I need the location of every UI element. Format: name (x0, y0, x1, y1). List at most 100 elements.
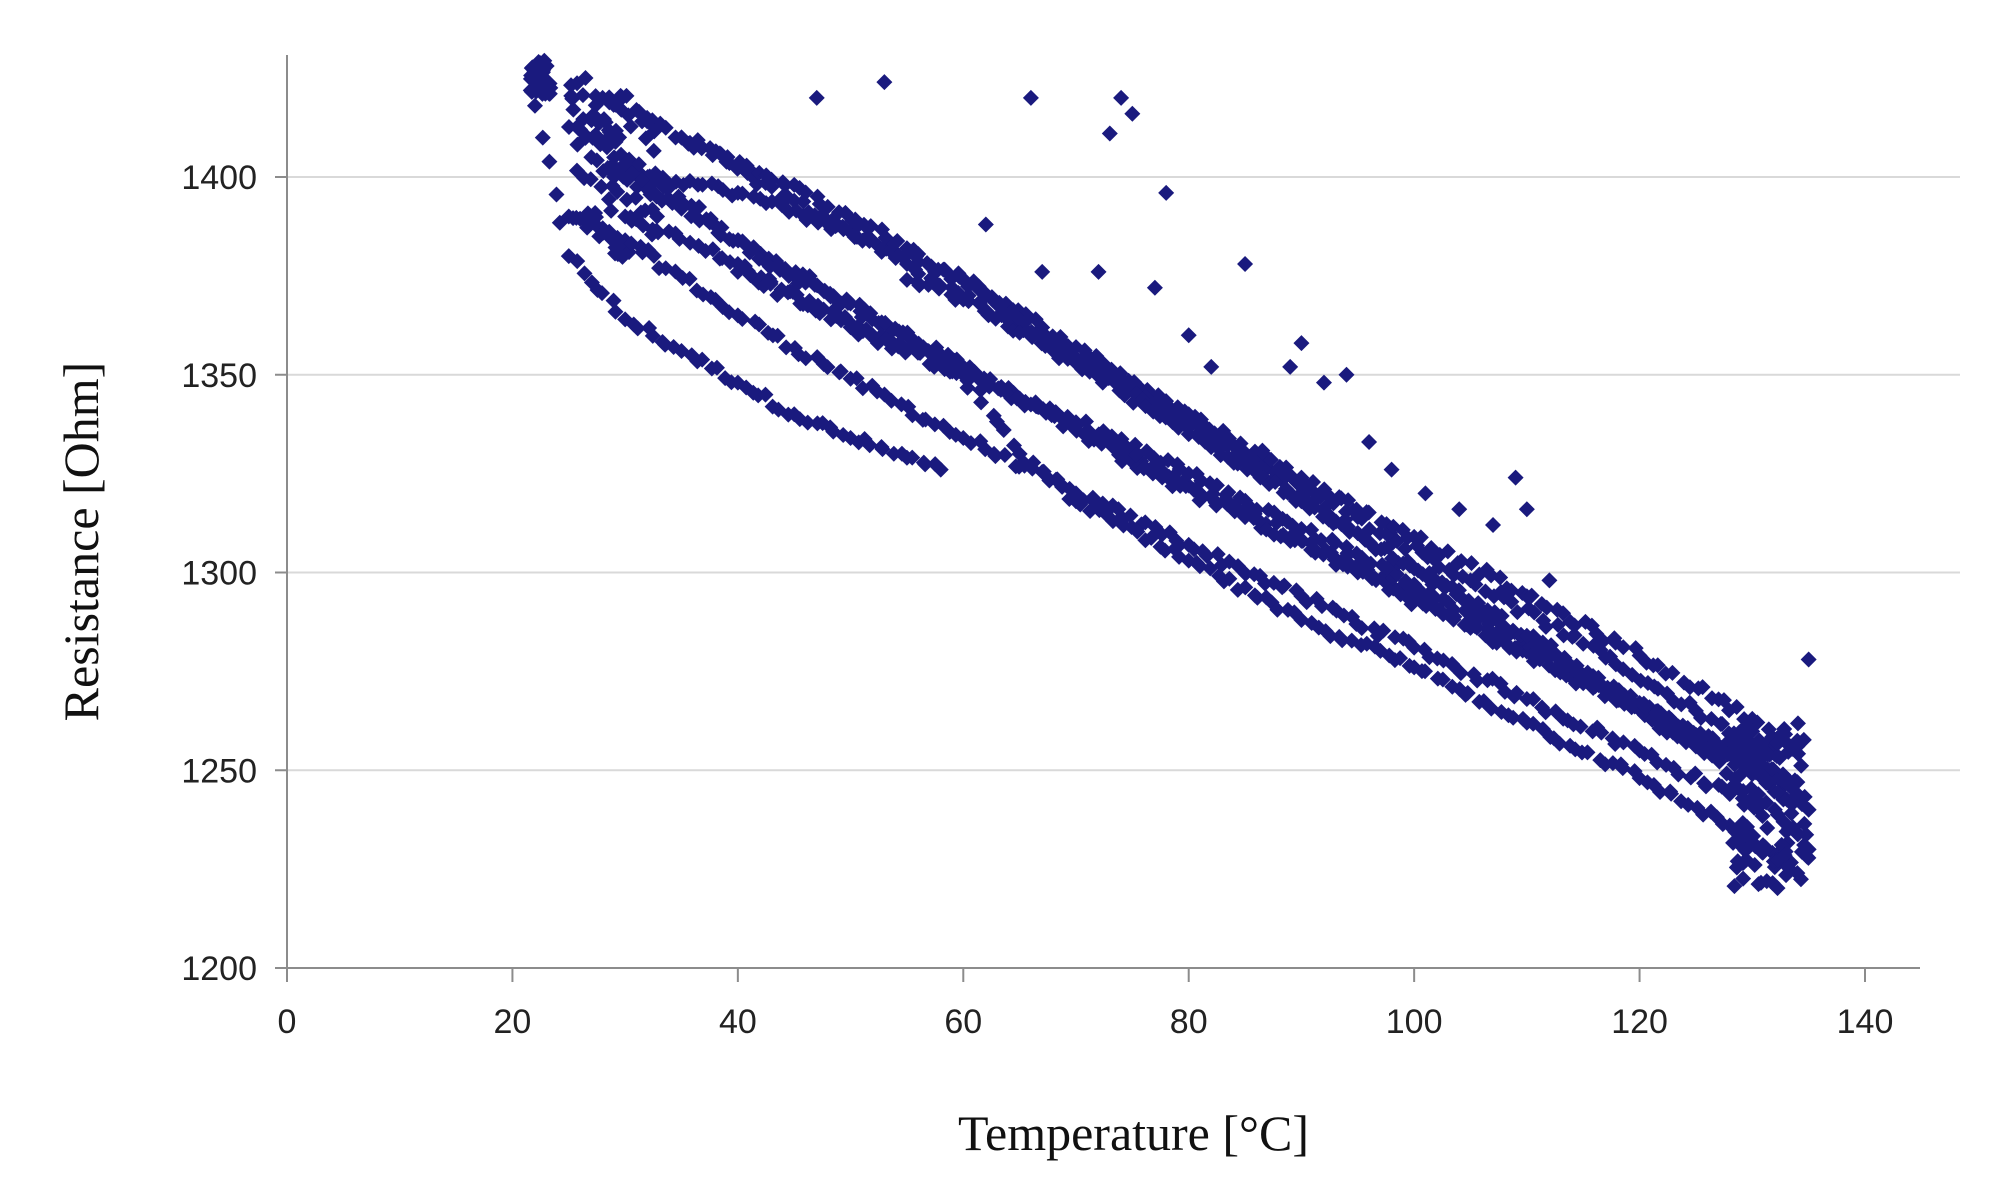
ticks: 1200 1250 1300 1350 1400 0 20 40 60 80 100 120 140 (181, 159, 1893, 1041)
data-point (1757, 839, 1774, 856)
data-point (560, 118, 577, 135)
data-point (1752, 756, 1769, 773)
data-point (1376, 540, 1393, 557)
data-point (977, 216, 994, 233)
data-point (1663, 785, 1680, 802)
data-point (1170, 419, 1187, 436)
data-point (799, 414, 816, 431)
data-point (595, 163, 612, 180)
data-point (569, 136, 586, 153)
data-point (1453, 553, 1470, 570)
data-point (694, 351, 711, 368)
data-point (832, 363, 849, 380)
data-point (541, 153, 558, 170)
x-tick-label: 80 (1170, 1003, 1208, 1041)
data-point (582, 216, 599, 233)
y-axis-title: Resistance [Ohm] (53, 362, 109, 722)
data-point (1740, 733, 1757, 750)
data-point (1054, 333, 1071, 350)
data-point (1508, 684, 1525, 701)
data-point (1334, 632, 1351, 649)
data-point (712, 227, 729, 244)
y-tick-label: 1200 (181, 950, 257, 988)
data-point (630, 156, 647, 173)
data-point (1417, 663, 1434, 680)
data-point (719, 149, 736, 166)
data-point (839, 294, 856, 311)
data-point (1789, 715, 1806, 732)
data-point (619, 170, 636, 187)
data-point (1438, 577, 1455, 594)
data-point (1526, 604, 1543, 621)
data-point (1445, 601, 1462, 618)
data-point (885, 445, 902, 462)
data-point (1758, 775, 1775, 792)
data-point (1503, 582, 1520, 599)
data-point (1503, 593, 1520, 610)
data-point (1525, 691, 1542, 708)
data-point (1203, 358, 1220, 375)
data-point (1198, 547, 1215, 564)
data-point (987, 448, 1004, 465)
data-point (1237, 256, 1254, 273)
data-point (1593, 724, 1610, 741)
data-point (568, 162, 585, 179)
data-point (627, 189, 644, 206)
data-point (1090, 263, 1107, 280)
data-point (634, 244, 651, 261)
data-point (1158, 184, 1175, 201)
data-point (704, 241, 721, 258)
data-point (601, 89, 618, 106)
y-tick-label: 1400 (181, 159, 257, 197)
data-point (1754, 807, 1771, 824)
data-point (1755, 744, 1772, 761)
data-point (1729, 858, 1746, 875)
data-point (644, 112, 661, 129)
data-point (846, 229, 863, 246)
data-point (1417, 485, 1434, 502)
data-point (919, 255, 936, 272)
data-point (1652, 784, 1669, 801)
data-point (1054, 478, 1071, 495)
data-point (1590, 669, 1607, 686)
data-point (1113, 89, 1130, 106)
data-point (1778, 867, 1795, 884)
data-point (565, 210, 582, 227)
data-point (1670, 766, 1687, 783)
data-point (532, 55, 549, 72)
data-point (1551, 735, 1568, 752)
data-point (523, 67, 540, 84)
data-point (1595, 633, 1612, 650)
data-point (1276, 577, 1293, 594)
data-point (797, 350, 814, 367)
data-point (1353, 620, 1370, 637)
data-point (1313, 598, 1330, 615)
data-point (1116, 387, 1133, 404)
data-point (1360, 504, 1377, 521)
data-point (534, 85, 551, 102)
data-point (911, 277, 928, 294)
data-point (1406, 639, 1423, 656)
x-tick-label: 40 (719, 1003, 757, 1041)
data-point (622, 118, 639, 135)
data-point (1788, 824, 1805, 841)
data-point (623, 235, 640, 252)
data-point (607, 245, 624, 262)
data-point (910, 246, 927, 263)
data-point (1795, 731, 1812, 748)
data-point (1368, 572, 1385, 589)
data-point (691, 212, 708, 229)
data-point (526, 97, 543, 114)
data-point (1248, 501, 1265, 518)
data-point (959, 379, 976, 396)
data-point (1737, 720, 1754, 737)
data-point (799, 297, 816, 314)
y-tick-label: 1300 (181, 555, 257, 593)
data-point (1129, 523, 1146, 540)
data-point (1792, 871, 1809, 888)
data-point (1256, 575, 1273, 592)
data-point (582, 171, 599, 188)
data-point (1727, 733, 1744, 750)
x-tick-label: 0 (278, 1003, 297, 1041)
data-point (1726, 878, 1743, 895)
